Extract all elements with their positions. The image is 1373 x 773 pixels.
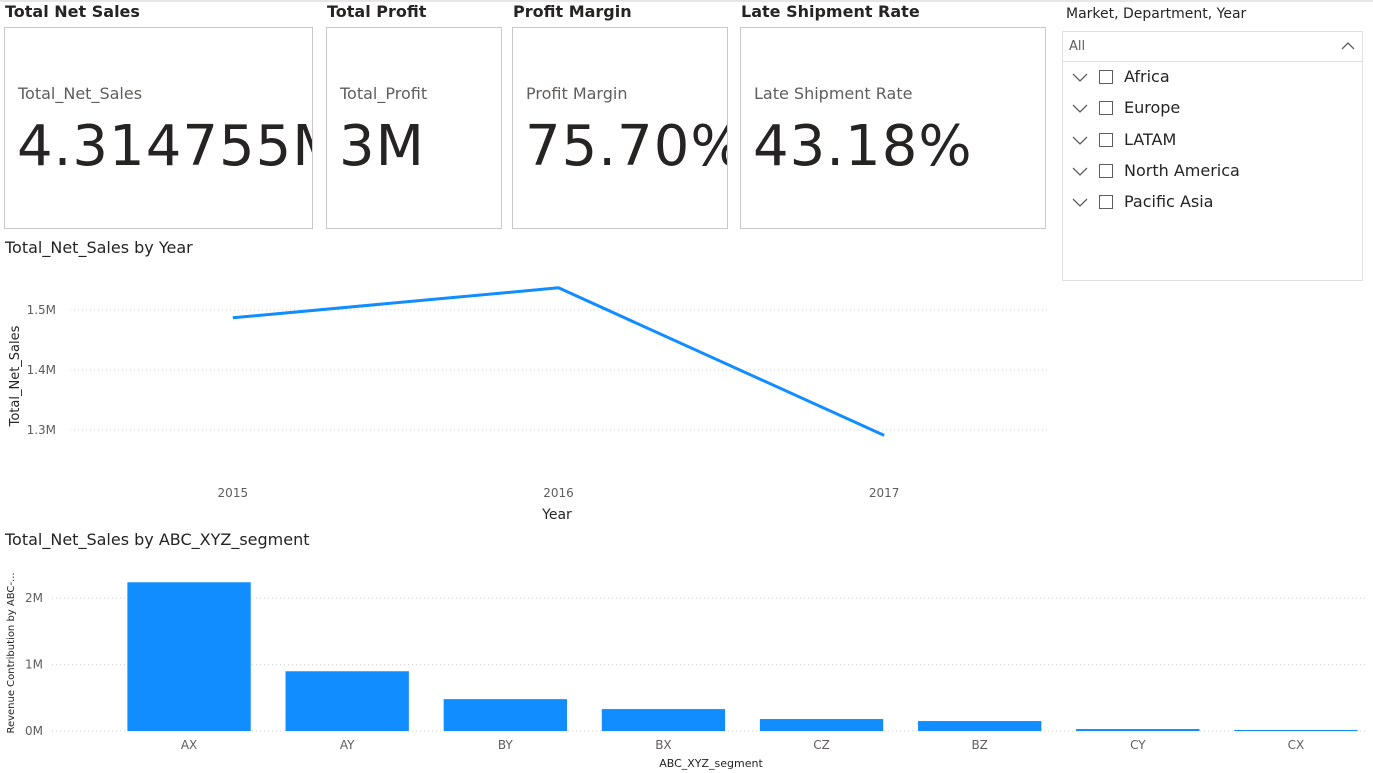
y-tick-label: 1M xyxy=(25,658,43,672)
bar xyxy=(759,719,884,731)
slicer-title: Market, Department, Year xyxy=(1066,6,1247,22)
slicer-item-europe[interactable]: Europe xyxy=(1063,95,1362,121)
card-measure-label: Total_Profit xyxy=(340,84,428,103)
checkbox[interactable] xyxy=(1099,133,1113,147)
bar xyxy=(918,721,1042,731)
x-tick-label: BX xyxy=(655,738,671,752)
slicer-item-pacific-asia[interactable]: Pacific Asia xyxy=(1063,189,1362,215)
bar xyxy=(127,582,251,731)
x-axis-label: Year xyxy=(541,507,572,523)
slicer-item-label: North America xyxy=(1124,161,1240,180)
kpi-card-late-shipment[interactable]: Late Shipment Rate 43.18% xyxy=(740,27,1046,229)
slicer-item-latam[interactable]: LATAM xyxy=(1063,127,1362,153)
x-tick-label: BZ xyxy=(971,738,987,752)
card-value: 4.314755M xyxy=(17,114,313,179)
bar xyxy=(1234,730,1358,732)
bar xyxy=(443,699,567,731)
card-value: 75.70% xyxy=(525,114,728,179)
x-tick-label: BY xyxy=(498,738,514,752)
y-axis-label: Revenue Contribution by ABC-... xyxy=(6,572,17,733)
chevron-up-icon[interactable] xyxy=(1340,38,1356,54)
checkbox[interactable] xyxy=(1099,70,1113,84)
slicer-dropdown-header[interactable]: All xyxy=(1063,32,1362,62)
checkbox[interactable] xyxy=(1099,101,1113,115)
x-tick-label: 2016 xyxy=(543,486,574,500)
card-measure-label: Profit Margin xyxy=(526,84,628,103)
card-measure-label: Late Shipment Rate xyxy=(754,84,913,103)
card-title-late-shipment: Late Shipment Rate xyxy=(741,2,920,21)
x-tick-label: CX xyxy=(1288,738,1305,752)
y-tick-label: 1.5M xyxy=(27,303,56,317)
x-tick-label: AY xyxy=(340,738,355,752)
chevron-down-icon[interactable] xyxy=(1072,69,1088,85)
checkbox[interactable] xyxy=(1099,164,1113,178)
chevron-down-icon[interactable] xyxy=(1072,194,1088,210)
y-tick-label: 1.3M xyxy=(27,423,56,437)
top-divider xyxy=(0,0,1373,2)
x-tick-label: CY xyxy=(1130,738,1146,752)
card-value: 3M xyxy=(339,114,425,179)
chevron-down-icon[interactable] xyxy=(1072,163,1088,179)
y-tick-label: 1.4M xyxy=(27,363,56,377)
y-tick-label: 2M xyxy=(25,591,43,605)
bar xyxy=(601,709,726,731)
x-tick-label: CZ xyxy=(813,738,830,752)
slicer-item-label: Europe xyxy=(1124,98,1181,117)
card-title-profit: Total Profit xyxy=(327,2,427,21)
kpi-card-net-sales[interactable]: Total_Net_Sales 4.314755M xyxy=(4,27,313,229)
checkbox[interactable] xyxy=(1099,195,1113,209)
card-title-margin: Profit Margin xyxy=(513,2,632,21)
x-tick-label: 2015 xyxy=(218,486,249,500)
x-axis-label: ABC_XYZ_segment xyxy=(659,757,763,770)
slicer-item-label: Africa xyxy=(1124,67,1170,86)
bar-chart-title: Total_Net_Sales by ABC_XYZ_segment xyxy=(5,530,310,549)
card-measure-label: Total_Net_Sales xyxy=(18,84,143,103)
slicer-item-africa[interactable]: Africa xyxy=(1063,64,1362,90)
chevron-down-icon[interactable] xyxy=(1072,100,1088,116)
bar xyxy=(285,671,409,731)
card-value: 43.18% xyxy=(753,114,973,179)
line-chart-title: Total_Net_Sales by Year xyxy=(5,238,193,257)
x-tick-label: AX xyxy=(181,738,197,752)
slicer-item-label: LATAM xyxy=(1124,130,1177,149)
slicer-item-north-america[interactable]: North America xyxy=(1063,158,1362,184)
card-title-net-sales: Total Net Sales xyxy=(5,2,140,21)
chevron-down-icon[interactable] xyxy=(1072,132,1088,148)
kpi-card-profit[interactable]: Total_Profit 3M xyxy=(326,27,502,229)
slicer-item-label: Pacific Asia xyxy=(1124,192,1214,211)
slicer-selected-value: All xyxy=(1069,39,1086,54)
y-tick-label: 0M xyxy=(25,724,43,738)
hierarchy-slicer: All Africa Europe LATAM North America Pa… xyxy=(1062,31,1363,281)
x-tick-label: 2017 xyxy=(869,486,900,500)
line-chart[interactable]: 1.3M 1.4M 1.5M 2015 2016 2017 Year Total_Net_Sa… xyxy=(0,260,1060,525)
bar-chart[interactable]: 0M 1M 2M AX AY BY BX CZ BZ CY CX ABC_XYZ_segment Rev… xyxy=(0,555,1373,773)
bar xyxy=(1076,729,1200,731)
kpi-card-margin[interactable]: Profit Margin 75.70% xyxy=(512,27,728,229)
y-axis-label: Total_Net_Sales xyxy=(8,325,23,427)
